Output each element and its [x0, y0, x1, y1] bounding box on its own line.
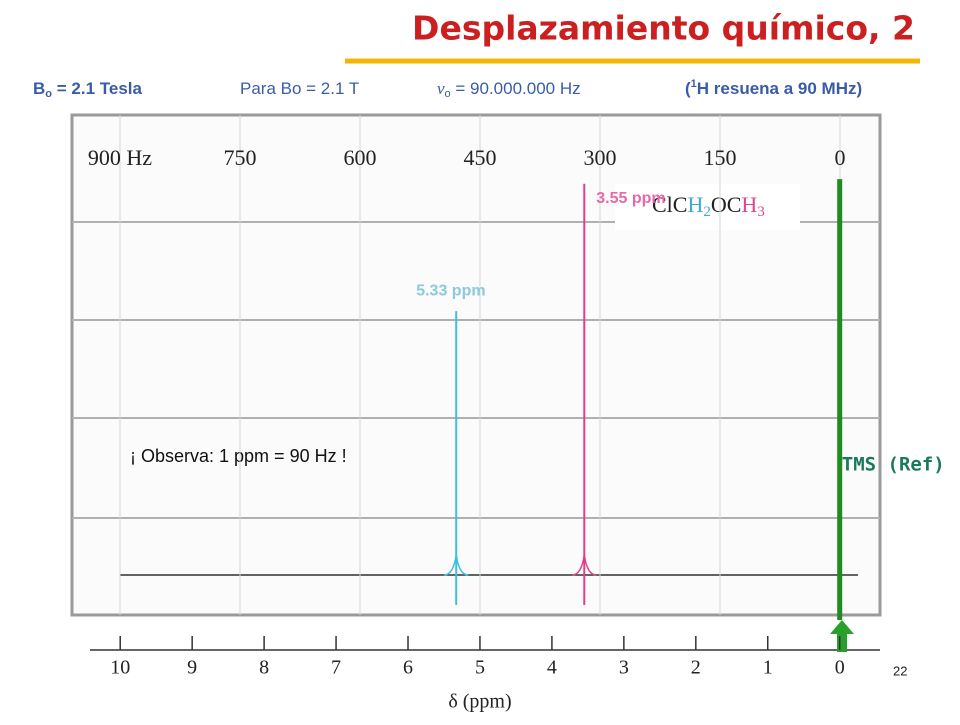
peak-label: TMS (Ref) — [842, 454, 945, 476]
peak-label: 3.55 ppm — [596, 190, 665, 207]
x-tick-label: 2 — [691, 657, 701, 679]
formula-part: ClC — [652, 192, 687, 217]
peak-base — [444, 554, 469, 576]
x2-tick-label: 300 — [584, 145, 617, 170]
header: Bo = 2.1 Tesla Para Bo = 2.1 T νo = 90.0… — [33, 78, 862, 100]
x-tick-label: 1 — [763, 657, 773, 679]
x-tick-label: 7 — [331, 657, 341, 679]
tms-arrow — [830, 620, 854, 652]
x2-tick-label: 450 — [464, 145, 497, 170]
x-tick-label: 5 — [475, 657, 485, 679]
page-number: 22 — [893, 663, 907, 678]
x2-tick-label: 0 — [835, 145, 846, 170]
formula-part: 3 — [757, 204, 765, 220]
x-tick-label: 8 — [259, 657, 269, 679]
x-axis-label: δ (ppm) — [448, 691, 511, 713]
x-tick-label: 4 — [547, 657, 557, 679]
note: ¡ Observa: 1 ppm = 90 Hz ! — [130, 446, 347, 466]
formula-part: OC — [711, 192, 742, 217]
x-tick-label: 3 — [619, 657, 629, 679]
x-tick-label: 6 — [403, 657, 413, 679]
compound-formula: ClCH2OCH3 — [652, 192, 765, 220]
x2-tick-label: 150 — [704, 145, 737, 170]
slide-title: Desplazamiento químico, 2 — [412, 9, 915, 48]
x2-tick-label: 900 Hz — [88, 145, 152, 170]
formula-part: 2 — [703, 204, 711, 220]
x-tick-label: 0 — [835, 657, 845, 679]
peak-base — [572, 554, 597, 576]
formula-part: H — [687, 192, 703, 217]
x-tick-label: 10 — [110, 657, 130, 679]
formula-part: H — [741, 192, 757, 217]
x-tick-label: 9 — [187, 657, 197, 679]
x2-tick-label: 600 — [344, 145, 377, 170]
peak-label: 5.33 ppm — [416, 282, 485, 299]
x2-tick-label: 750 — [224, 145, 257, 170]
compound-box — [615, 184, 800, 230]
